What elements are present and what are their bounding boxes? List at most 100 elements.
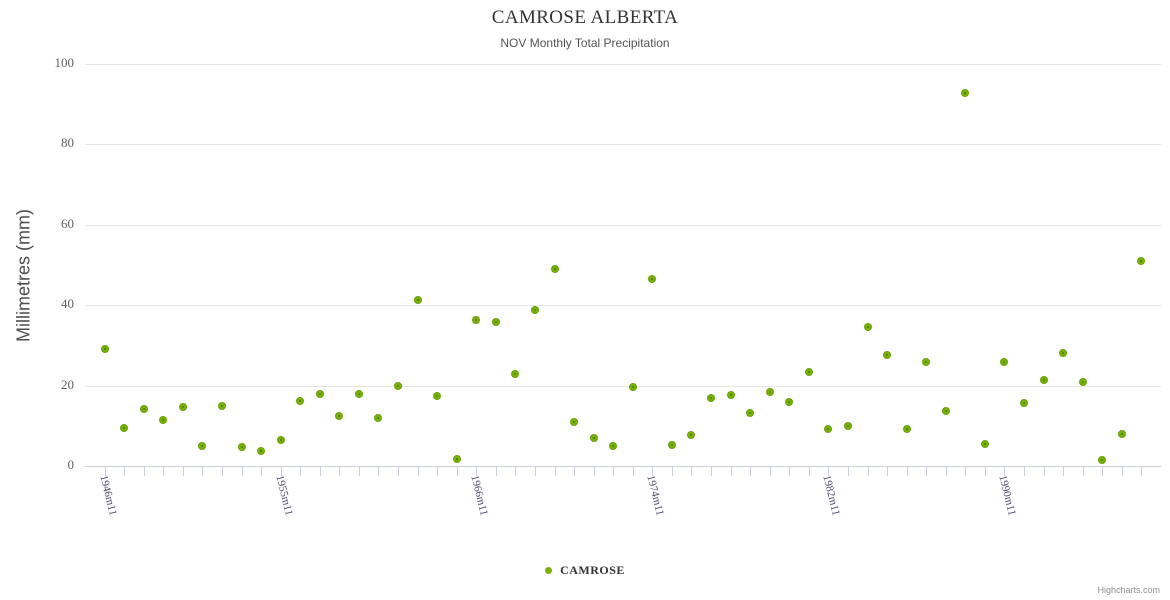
x-axis-tick [1141,467,1143,476]
data-point[interactable] [530,306,539,315]
x-axis-tick [398,467,400,476]
data-point[interactable] [824,425,833,434]
y-axis-tick-label: 0 [67,457,75,472]
data-point[interactable] [1098,455,1107,464]
x-axis-tick [1102,467,1104,476]
data-point[interactable] [472,316,481,325]
gridline [85,385,1161,387]
data-point[interactable] [1059,349,1068,358]
x-axis-tick [104,467,106,476]
data-point[interactable] [570,417,579,426]
circle-marker-icon [545,566,553,574]
data-point[interactable] [941,406,950,415]
highcharts-credit[interactable]: Highcharts.com [1097,585,1160,595]
data-point[interactable] [1117,430,1126,439]
x-axis-tick-label: 1982m11 [820,474,843,517]
x-axis-tick [378,467,380,476]
data-point[interactable] [1137,256,1146,265]
data-point[interactable] [922,358,931,367]
data-point[interactable] [902,425,911,434]
data-point[interactable] [863,323,872,332]
data-point[interactable] [139,404,148,413]
data-point[interactable] [1000,357,1009,366]
x-axis-tick [339,467,341,476]
x-axis-tick [143,467,145,476]
data-point[interactable] [198,441,207,450]
data-point[interactable] [354,389,363,398]
data-point[interactable] [804,368,813,377]
x-axis-tick [280,467,282,476]
data-point[interactable] [843,422,852,431]
data-point[interactable] [726,390,735,399]
x-axis-tick [730,467,732,476]
data-point[interactable] [276,435,285,444]
x-axis-tick [124,467,126,476]
data-point[interactable] [296,396,305,405]
x-axis-tick [261,467,263,476]
x-axis-tick [534,467,536,476]
data-point[interactable] [765,388,774,397]
x-axis-tick [437,467,439,476]
data-point[interactable] [491,318,500,327]
y-axis-tick-label: 40 [61,296,74,312]
x-axis-tick [769,467,771,476]
data-point[interactable] [707,393,716,402]
data-point[interactable] [961,88,970,97]
data-point[interactable] [511,370,520,379]
x-axis-tick [965,467,967,476]
data-point[interactable] [315,389,324,398]
x-axis-tick [984,467,986,476]
x-axis-tick [515,467,517,476]
data-point[interactable] [550,264,559,273]
data-point[interactable] [980,439,989,448]
data-point[interactable] [785,398,794,407]
data-point[interactable] [178,402,187,411]
data-point[interactable] [1078,377,1087,386]
x-axis-tick [691,467,693,476]
data-point[interactable] [159,415,168,424]
y-axis-tick-label: 80 [61,135,74,151]
chart-subtitle: NOV Monthly Total Precipitation [500,36,670,50]
x-axis-tick [163,467,165,476]
x-axis-tick [1043,467,1045,476]
data-point[interactable] [335,411,344,420]
x-axis-tick-label: 1955m11 [272,474,295,517]
y-axis-tick-label: 20 [61,376,74,392]
data-point[interactable] [257,447,266,456]
data-point[interactable] [413,295,422,304]
data-point[interactable] [667,441,676,450]
chart-legend: CAMROSE [0,563,1170,578]
data-point[interactable] [589,433,598,442]
data-point[interactable] [237,443,246,452]
data-point[interactable] [628,383,637,392]
data-point[interactable] [883,351,892,360]
x-axis-tick [300,467,302,476]
data-point[interactable] [217,402,226,411]
x-axis-tick [711,467,713,476]
data-point[interactable] [394,382,403,391]
data-point[interactable] [1020,399,1029,408]
data-point[interactable] [374,414,383,423]
data-point[interactable] [452,455,461,464]
x-axis-tick [417,467,419,476]
x-axis-tick [221,467,223,476]
data-point[interactable] [687,431,696,440]
y-axis-tick-label: 100 [54,55,75,70]
x-axis-tick [789,467,791,476]
x-axis-tick [202,467,204,476]
data-point[interactable] [609,441,618,450]
data-point[interactable] [433,392,442,401]
plot-area [85,64,1161,467]
data-point[interactable] [1039,376,1048,385]
data-point[interactable] [100,345,109,354]
data-point[interactable] [120,423,129,432]
x-axis-tick [887,467,889,476]
legend-item-camrose[interactable]: CAMROSE [545,563,625,578]
x-axis-tick [808,467,810,476]
x-axis-tick [476,467,478,476]
data-point[interactable] [648,275,657,284]
data-point[interactable] [746,408,755,417]
x-axis-tick-label: 1990m11 [996,474,1019,517]
x-axis-tick-label: 1946m11 [96,474,119,517]
